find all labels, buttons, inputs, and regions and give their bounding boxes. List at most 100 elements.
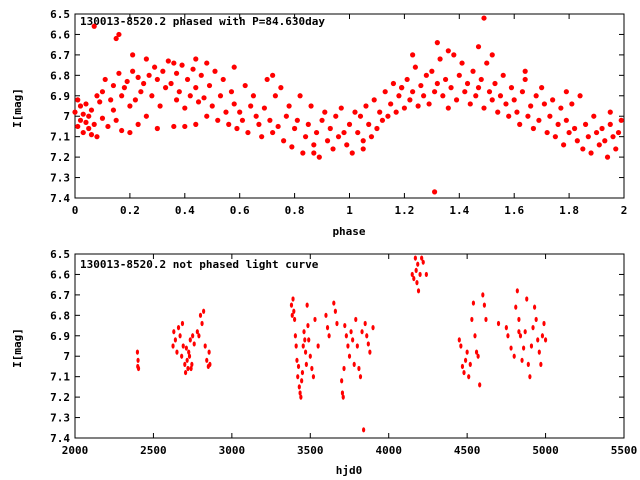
data-point [536, 117, 542, 123]
data-point [561, 142, 567, 148]
data-point [478, 382, 482, 388]
data-point [379, 117, 386, 123]
y-tick-label: 7.3 [50, 412, 70, 425]
data-point [157, 103, 163, 109]
data-point [366, 121, 372, 127]
data-point [86, 113, 92, 119]
data-point [456, 72, 462, 78]
data-point [204, 113, 210, 119]
data-point [185, 357, 189, 363]
data-point [421, 259, 425, 265]
data-point [473, 93, 479, 99]
data-point [448, 85, 454, 91]
data-point [172, 329, 176, 335]
data-point [333, 308, 337, 314]
y-tick-label: 7.4 [50, 192, 70, 205]
data-point [207, 349, 211, 355]
data-point [522, 345, 526, 351]
data-point [136, 365, 141, 372]
data-point [168, 80, 174, 87]
data-point [465, 349, 469, 355]
data-point [302, 329, 306, 335]
data-point [121, 85, 128, 91]
data-point [335, 134, 342, 140]
data-point [188, 337, 192, 343]
data-point [404, 76, 410, 83]
data-point [540, 333, 545, 339]
data-point [149, 93, 155, 99]
y-tick-label: 6.5 [50, 248, 70, 261]
data-point [543, 337, 548, 343]
data-point [474, 349, 479, 355]
data-point [171, 343, 175, 349]
y-tick-label: 7.1 [50, 371, 70, 384]
data-point [517, 121, 523, 127]
data-point [346, 121, 353, 127]
data-point [421, 93, 427, 99]
data-point [416, 288, 421, 294]
data-point [187, 353, 192, 359]
data-point [349, 150, 355, 156]
data-point [102, 76, 108, 83]
y-tick-label: 7.4 [50, 432, 70, 445]
data-point [180, 353, 184, 359]
data-point [270, 129, 276, 136]
data-point [208, 361, 212, 367]
data-point [160, 68, 166, 74]
data-point [558, 105, 564, 111]
data-point [363, 103, 369, 109]
x-tick-label: 0.8 [285, 204, 305, 217]
data-point [588, 150, 594, 156]
y-tick-label: 6.6 [50, 268, 70, 281]
data-point [566, 129, 572, 136]
data-point [528, 103, 534, 109]
data-point [324, 138, 331, 144]
x-tick-label: 5500 [611, 444, 638, 457]
data-point [610, 134, 616, 140]
data-point [563, 117, 569, 123]
data-point [291, 296, 295, 302]
chart-title: 130013-8520.2 phased with P=84.630day [80, 15, 325, 28]
data-point [124, 78, 130, 85]
data-point [212, 68, 218, 74]
data-point [94, 134, 100, 140]
data-point [462, 89, 468, 95]
x-tick-label: 5000 [532, 444, 559, 457]
data-point [522, 68, 528, 74]
data-point [341, 129, 347, 136]
data-point [470, 316, 474, 323]
data-point [316, 343, 320, 349]
data-point [352, 109, 358, 115]
data-point [482, 302, 486, 308]
data-point [412, 275, 416, 282]
data-point [347, 353, 352, 359]
data-point [300, 150, 306, 156]
data-point [459, 343, 463, 349]
data-point [525, 113, 531, 119]
data-point [97, 99, 103, 105]
data-point [415, 280, 419, 286]
data-point [335, 320, 339, 327]
data-point [75, 123, 81, 130]
data-point [396, 93, 402, 99]
data-point [239, 117, 246, 123]
data-point [198, 312, 203, 318]
data-point [83, 101, 89, 107]
data-point [119, 93, 125, 99]
data-point [195, 329, 199, 335]
data-point [489, 97, 495, 103]
data-point [171, 60, 177, 66]
data-point [77, 117, 84, 123]
data-point [193, 56, 199, 62]
data-point [410, 271, 414, 278]
data-point [489, 52, 495, 58]
data-point [355, 129, 361, 136]
data-point [519, 89, 526, 95]
data-point [453, 97, 460, 103]
data-point [310, 365, 314, 372]
data-point [231, 64, 237, 70]
y-tick-label: 7 [63, 350, 70, 363]
data-point [358, 374, 363, 380]
data-point [322, 109, 328, 115]
plot-frame [74, 253, 625, 439]
